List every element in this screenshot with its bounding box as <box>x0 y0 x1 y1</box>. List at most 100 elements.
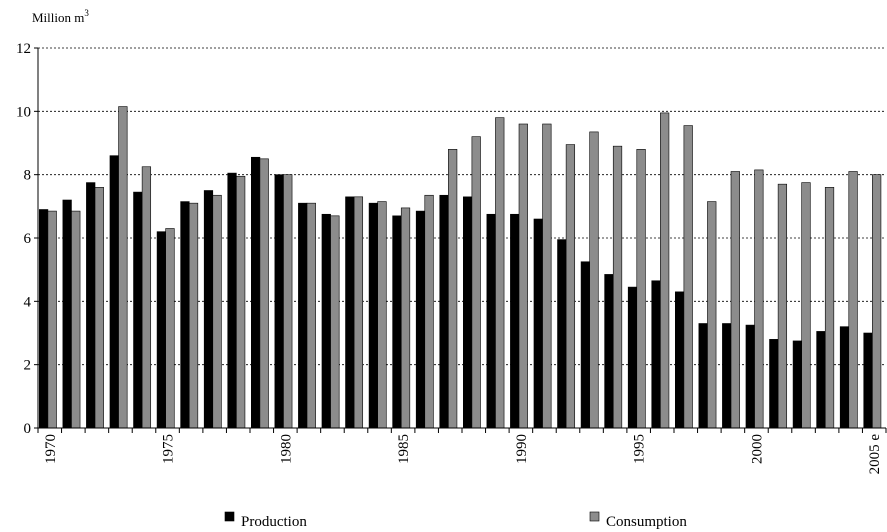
bar-production <box>580 261 590 429</box>
bar-consumption <box>306 202 316 429</box>
bar-production <box>86 182 96 429</box>
bar-consumption <box>400 207 411 429</box>
bar-consumption <box>518 123 528 429</box>
x-tick-label: 2005 e <box>867 434 883 475</box>
bar-consumption <box>471 136 481 429</box>
bar-production <box>203 190 214 429</box>
bar-consumption <box>141 166 152 429</box>
bar-production <box>156 231 166 429</box>
x-tick-label: 2000 <box>749 434 765 464</box>
bar-production <box>816 331 826 429</box>
x-tick-label: 1975 <box>161 434 177 464</box>
bar-production <box>462 196 473 429</box>
bar-consumption <box>118 106 128 429</box>
x-tick-label: 1985 <box>396 434 412 464</box>
axes <box>34 47 887 433</box>
bar-consumption <box>495 117 505 429</box>
bar-consumption <box>330 215 340 429</box>
bar-consumption <box>801 182 811 429</box>
bar-consumption <box>448 149 458 429</box>
bar-production <box>557 239 567 429</box>
legend-swatch-consumption <box>589 511 600 522</box>
bar-consumption <box>707 201 717 429</box>
bar-consumption <box>47 210 57 429</box>
bar-production <box>769 339 779 429</box>
bar-production <box>109 155 119 429</box>
bar-production <box>133 191 143 429</box>
bar-consumption <box>259 158 269 429</box>
bar-production <box>38 209 49 429</box>
bar-consumption <box>824 187 835 429</box>
bar-production <box>345 196 355 429</box>
bar-production <box>486 213 496 429</box>
bar-consumption <box>872 174 882 429</box>
bar-production <box>227 172 237 429</box>
bar-consumption <box>589 131 599 429</box>
bar-production <box>651 280 661 429</box>
y-axis-title: Million m3 <box>32 8 89 25</box>
bar-production <box>698 323 708 429</box>
bar-consumption <box>660 112 670 429</box>
legend: Production Consumption <box>224 511 687 530</box>
x-tick-label: 1990 <box>514 434 530 464</box>
bar-production <box>180 201 190 429</box>
x-tick-label: 1970 <box>43 434 59 464</box>
bar-consumption <box>188 202 199 429</box>
bar-consumption <box>212 194 222 429</box>
bar-consumption <box>542 123 552 429</box>
y-tick-label: 6 <box>24 231 32 247</box>
bar-production <box>792 340 802 429</box>
y-axis-title-superscript: 3 <box>84 8 89 18</box>
bar-consumption <box>636 149 646 429</box>
bar-production <box>863 332 873 429</box>
bar-consumption <box>165 228 175 429</box>
legend-label-production: Production <box>241 514 307 530</box>
bar-production <box>321 213 331 429</box>
bar-production <box>839 326 850 429</box>
bar-consumption <box>353 196 364 429</box>
bar-consumption <box>777 183 788 429</box>
bar-consumption <box>565 144 576 429</box>
x-tick-label: 1980 <box>278 434 294 464</box>
bar-production <box>274 174 284 429</box>
bar-consumption <box>683 125 693 429</box>
bar-production <box>439 194 449 429</box>
bar-production <box>627 286 638 429</box>
bar-consumption <box>71 210 81 429</box>
bar-production <box>604 274 614 429</box>
bar-consumption <box>283 174 293 429</box>
y-tick-label: 10 <box>16 104 31 120</box>
y-tick-label: 2 <box>24 358 32 374</box>
bar-production <box>251 156 261 429</box>
y-tick-label: 12 <box>16 41 31 57</box>
bar-production <box>368 202 378 429</box>
bar-production <box>674 291 685 429</box>
bar-consumption <box>377 201 387 429</box>
legend-swatch-production <box>224 511 235 522</box>
bar-production <box>415 210 426 429</box>
bars <box>38 106 882 429</box>
y-axis-title-text: Million m <box>32 10 84 25</box>
y-tick-label: 4 <box>24 294 32 310</box>
bar-production <box>533 218 543 429</box>
bar-consumption <box>754 169 764 429</box>
bar-consumption <box>848 171 858 429</box>
gridlines <box>38 47 886 366</box>
bar-consumption <box>612 145 623 429</box>
y-tick-label: 0 <box>24 421 32 437</box>
bar-production <box>745 324 755 429</box>
x-tick-label: 1995 <box>632 434 648 464</box>
bar-production <box>392 215 402 429</box>
legend-label-consumption: Consumption <box>606 514 687 530</box>
bar-production <box>298 202 308 429</box>
bar-consumption <box>424 194 434 429</box>
y-tick-labels: 0 2 4 6 8 10 12 <box>16 41 32 437</box>
x-tick-labels: 1970 1975 1980 1985 1990 1995 2000 2005 e <box>43 434 883 475</box>
bar-consumption <box>730 171 740 429</box>
y-tick-label: 8 <box>24 168 32 184</box>
bar-production <box>62 199 72 429</box>
bar-consumption <box>236 175 246 429</box>
bar-production <box>722 323 732 429</box>
bar-consumption <box>94 187 104 429</box>
